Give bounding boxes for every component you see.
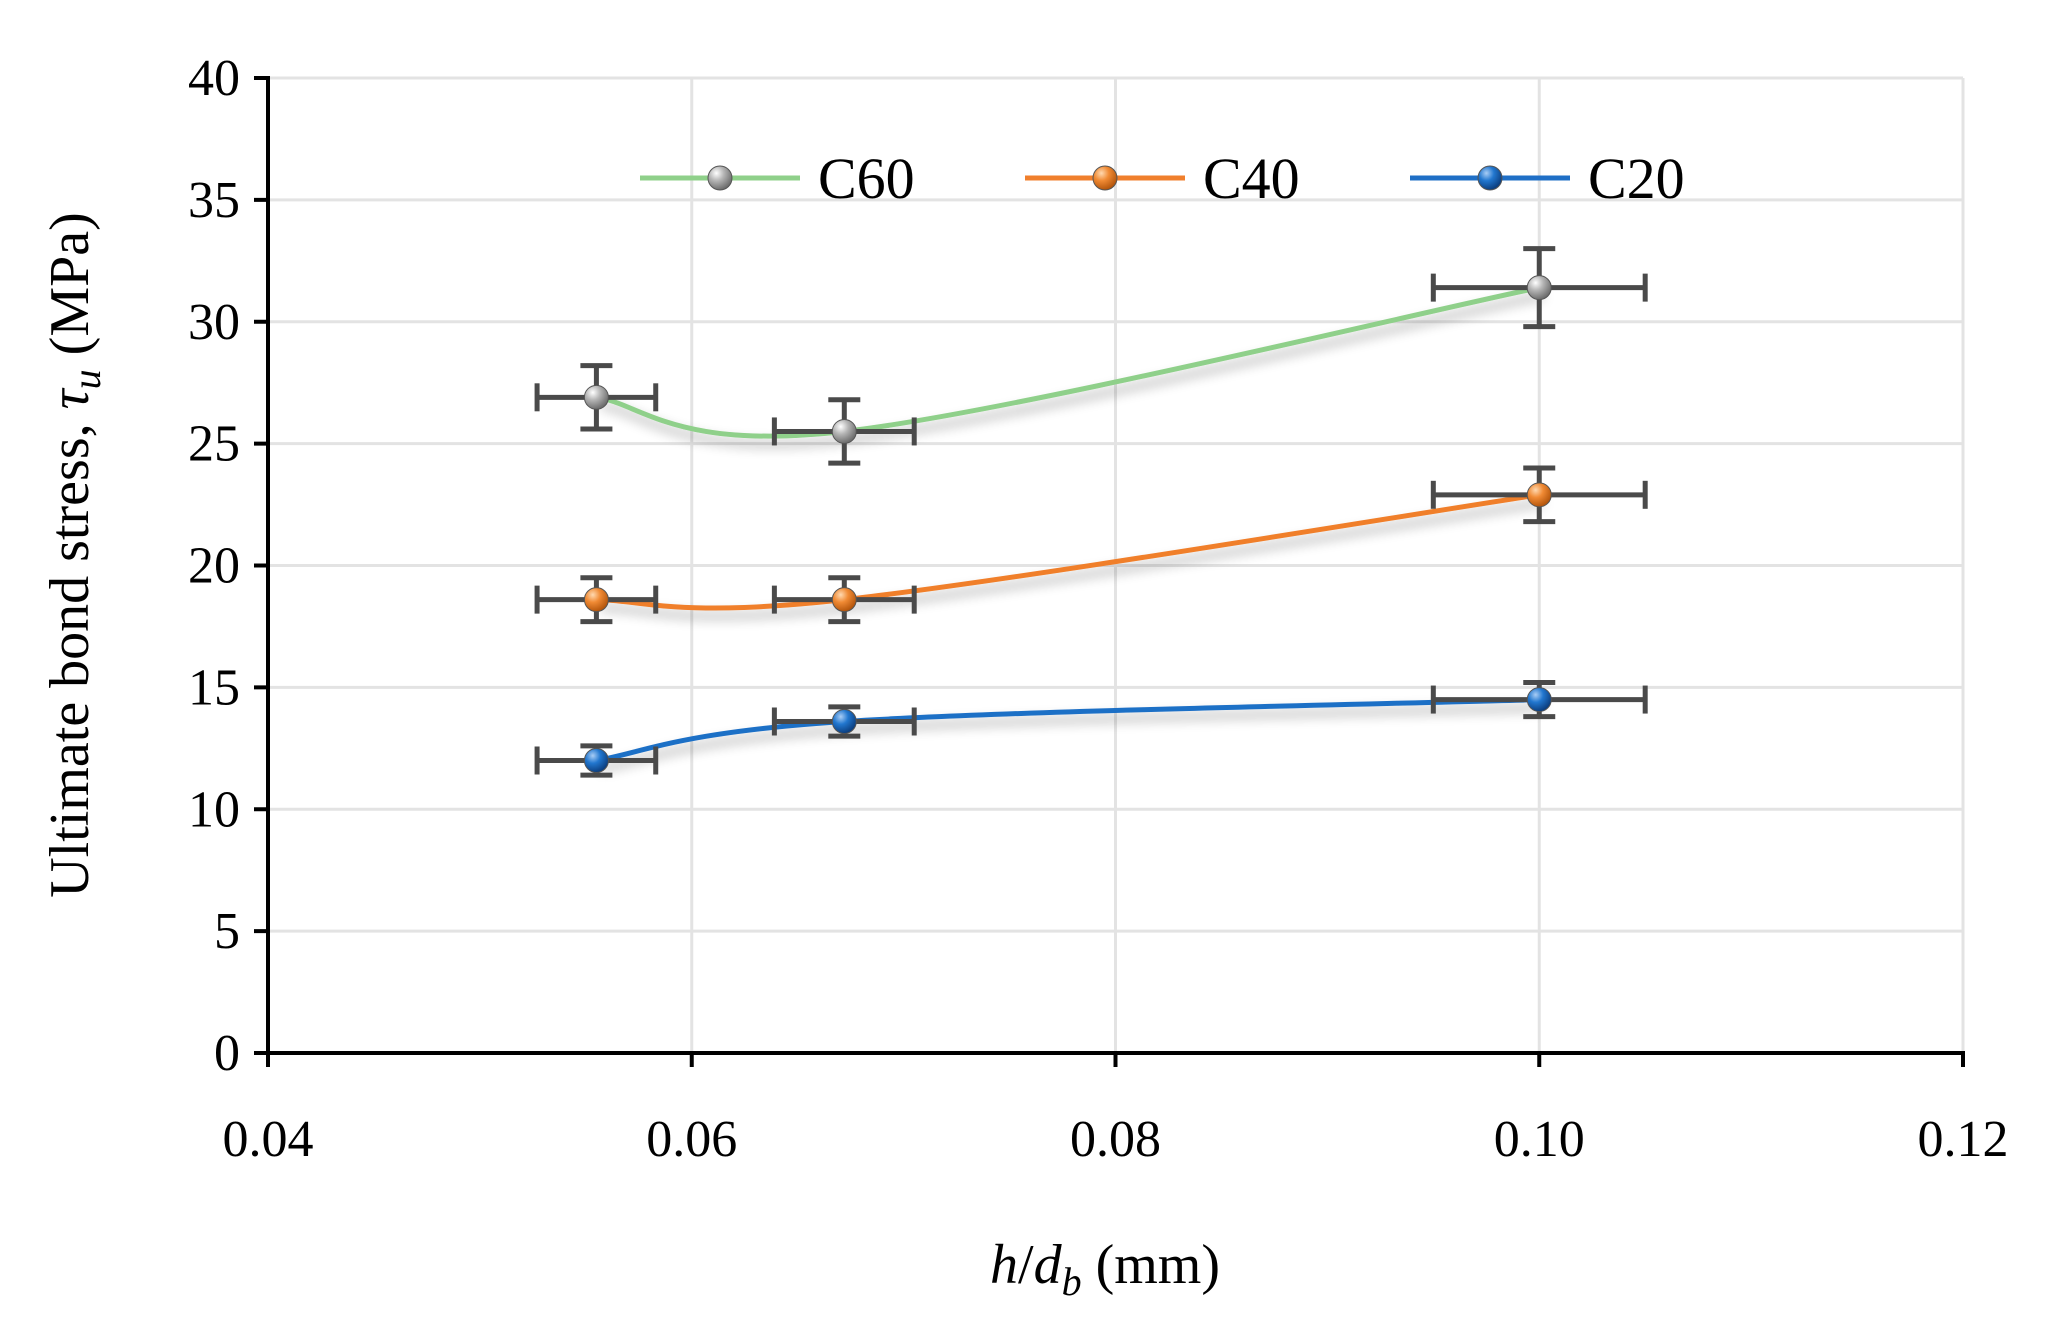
data-point-C60 bbox=[583, 384, 609, 410]
y-tick-label: 0 bbox=[214, 1025, 240, 1082]
legend-marker bbox=[1477, 165, 1503, 191]
legend-marker bbox=[707, 165, 733, 191]
data-point-C40 bbox=[1526, 482, 1552, 508]
grid bbox=[268, 76, 1965, 1053]
data-point-C60 bbox=[1526, 275, 1552, 301]
series-line-C40 bbox=[596, 492, 1540, 611]
data-point-C60 bbox=[831, 418, 857, 444]
legend-label: C20 bbox=[1588, 146, 1685, 211]
series-layer bbox=[534, 246, 1648, 778]
series-C40 bbox=[534, 465, 1648, 625]
y-tick-label: 20 bbox=[188, 538, 240, 595]
y-tick-label: 35 bbox=[188, 172, 240, 229]
x-tick-label: 0.04 bbox=[223, 1111, 314, 1168]
y-tick-label: 40 bbox=[188, 50, 240, 107]
y-tick-label: 5 bbox=[214, 903, 240, 960]
y-tick-label: 30 bbox=[188, 294, 240, 351]
ticks: 0 5 10 15 20 25 30 35 40 0.04 0.06 0.08 0.10 0.12 bbox=[188, 50, 2009, 1168]
legend-marker bbox=[1092, 165, 1118, 191]
data-point-C20 bbox=[583, 748, 609, 773]
legend-label: C40 bbox=[1203, 146, 1300, 211]
data-point-C40 bbox=[583, 587, 609, 613]
x-tick-label: 0.06 bbox=[646, 1111, 737, 1168]
y-tick-label: 10 bbox=[188, 781, 240, 838]
data-point-C20 bbox=[831, 709, 857, 734]
series-C20 bbox=[534, 680, 1648, 778]
x-tick-label: 0.12 bbox=[1918, 1111, 2009, 1168]
series-line-C60 bbox=[596, 285, 1540, 439]
legend-item-C20: C20 bbox=[1410, 146, 1685, 211]
x-tick-label: 0.08 bbox=[1070, 1111, 1161, 1168]
series-line-C20 bbox=[596, 697, 1540, 763]
series-C60 bbox=[534, 246, 1648, 466]
x-axis-title: h/db (mm) bbox=[990, 1234, 1220, 1304]
legend: C60 C40 C20 bbox=[640, 146, 1685, 211]
legend-item-C60: C60 bbox=[640, 146, 915, 211]
legend-label: C60 bbox=[818, 146, 915, 211]
data-point-C20 bbox=[1526, 687, 1552, 713]
legend-item-C40: C40 bbox=[1025, 146, 1300, 211]
data-point-C40 bbox=[831, 587, 857, 613]
y-axis-title: Ultimate bond stress, τu (MPa) bbox=[39, 212, 109, 898]
y-tick-label: 25 bbox=[188, 416, 240, 473]
y-tick-label: 15 bbox=[188, 659, 240, 716]
x-tick-label: 0.10 bbox=[1494, 1111, 1585, 1168]
